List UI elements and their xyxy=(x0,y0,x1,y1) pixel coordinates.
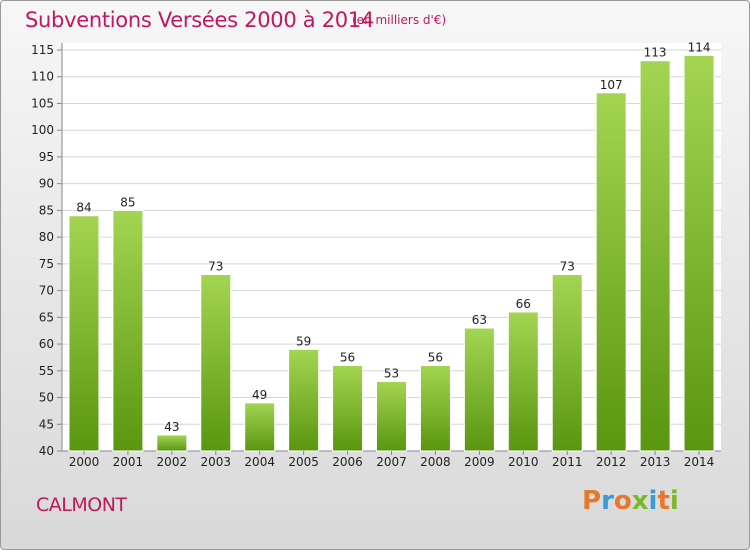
y-tick-label: 65 xyxy=(39,310,54,324)
bar-value-label: 49 xyxy=(252,388,267,402)
y-tick-label: 55 xyxy=(39,364,54,378)
brand-letter: x xyxy=(631,486,649,516)
brand-letter: i xyxy=(669,486,679,516)
x-tick-label: 2010 xyxy=(508,455,539,469)
bar-value-label: 114 xyxy=(688,40,711,54)
x-tick-label: 2007 xyxy=(376,455,407,469)
x-tick-label: 2002 xyxy=(157,455,188,469)
bar xyxy=(112,209,144,452)
bar xyxy=(683,54,715,452)
x-tick-label: 2013 xyxy=(640,455,671,469)
y-tick-label: 90 xyxy=(39,177,54,191)
bar xyxy=(156,434,188,452)
bar-value-label: 73 xyxy=(208,260,223,274)
x-tick-label: 2008 xyxy=(420,455,451,469)
brand-letter: t xyxy=(657,486,670,516)
bar xyxy=(376,380,407,452)
y-tick-label: 115 xyxy=(31,43,54,57)
bar xyxy=(244,402,276,452)
brand-letter: i xyxy=(648,486,658,516)
y-tick-label: 100 xyxy=(31,123,54,137)
bar xyxy=(595,92,627,452)
y-tick-label: 45 xyxy=(39,417,54,431)
y-tick-label: 50 xyxy=(39,391,54,405)
x-tick-label: 2005 xyxy=(288,455,319,469)
x-tick-label: 2006 xyxy=(332,455,363,469)
bar xyxy=(507,311,539,452)
bar-value-label: 59 xyxy=(296,334,311,348)
x-tick-label: 2011 xyxy=(552,455,583,469)
brand-letter: o xyxy=(613,486,632,516)
brand-letter: P xyxy=(582,486,602,516)
y-tick-label: 80 xyxy=(39,230,54,244)
bars: 84 85 43 73 49 59 56 53 56 63 66 73 107 113 114 xyxy=(68,40,715,452)
x-tick-label: 2004 xyxy=(244,455,275,469)
bar-value-label: 43 xyxy=(164,420,179,434)
y-tick-label: 110 xyxy=(31,70,54,84)
bar xyxy=(200,274,232,452)
bar-value-label: 63 xyxy=(472,313,487,327)
y-tick-label: 105 xyxy=(31,96,54,110)
bar-value-label: 56 xyxy=(428,350,443,364)
bar xyxy=(288,348,320,452)
chart-title: Subventions Versées 2000 à 2014 xyxy=(25,8,374,32)
brand-letter: r xyxy=(601,486,614,516)
bar-value-label: 84 xyxy=(76,201,91,215)
y-tick-label: 75 xyxy=(39,257,54,271)
y-tick-label: 70 xyxy=(39,284,54,298)
x-tick-label: 2014 xyxy=(684,455,715,469)
bar xyxy=(639,60,671,452)
bar xyxy=(68,215,100,452)
bar-value-label: 113 xyxy=(644,46,667,60)
bar xyxy=(419,364,451,452)
y-tick-label: 95 xyxy=(39,150,54,164)
bar xyxy=(332,364,364,452)
bar-value-label: 73 xyxy=(560,260,575,274)
x-tick-label: 2000 xyxy=(69,455,100,469)
y-tick-label: 60 xyxy=(39,337,54,351)
y-tick-label: 40 xyxy=(39,444,54,458)
bar-value-label: 107 xyxy=(600,78,623,92)
bar-value-label: 66 xyxy=(516,297,531,311)
x-tick-label: 2012 xyxy=(596,455,627,469)
x-tick-label: 2009 xyxy=(464,455,495,469)
bar-value-label: 53 xyxy=(384,366,399,380)
x-axis: 2000 2001 2002 2003 2004 2005 2006 2007 2008 2009… xyxy=(69,451,715,469)
bar-value-label: 85 xyxy=(120,195,135,209)
x-tick-label: 2001 xyxy=(113,455,144,469)
y-tick-label: 85 xyxy=(39,203,54,217)
x-tick-label: 2003 xyxy=(200,455,231,469)
proxiti-logo: Proxiti xyxy=(582,486,679,516)
bar xyxy=(463,327,495,452)
bar-value-label: 56 xyxy=(340,350,355,364)
commune-name: CALMONT xyxy=(36,494,127,516)
bar xyxy=(551,274,583,452)
chart-subtitle: (en milliers d'€) xyxy=(352,13,447,27)
